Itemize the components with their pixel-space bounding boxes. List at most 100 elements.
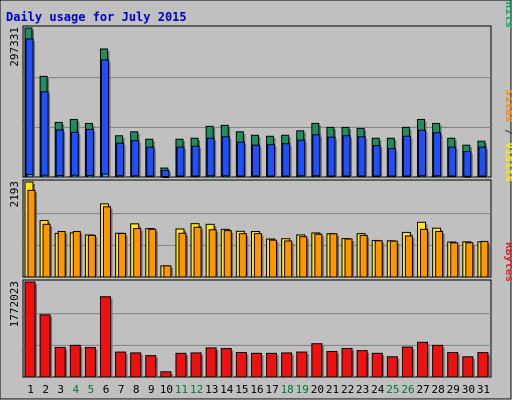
files-bar-day-18-fill xyxy=(283,144,290,177)
files-bar-day-9 xyxy=(147,147,156,177)
pages-bar-day-29-fill xyxy=(450,176,456,177)
files-bar-day-19 xyxy=(298,140,307,177)
files-bar-day-1-fill xyxy=(26,39,33,177)
sites-bar-day-10-fill xyxy=(164,266,171,277)
files-bar-day-25 xyxy=(388,149,397,177)
sites-bar-day-12-fill xyxy=(194,227,201,277)
x-tick-label-day-12: 12 xyxy=(190,383,203,396)
sites-bar-day-24 xyxy=(375,241,384,277)
sites-bar-day-6-fill xyxy=(103,207,110,277)
x-tick-label-day-31: 31 xyxy=(477,383,490,396)
files-bar-day-30 xyxy=(464,152,473,177)
files-bar-day-23-fill xyxy=(358,137,365,177)
kbytes-bar-day-31 xyxy=(478,353,490,377)
files-bar-day-7-fill xyxy=(117,143,124,177)
files-bar-day-16-fill xyxy=(252,145,259,177)
sites-bar-day-18-fill xyxy=(285,241,292,277)
x-tick-label-day-30: 30 xyxy=(462,383,475,396)
kbytes-bar-day-1 xyxy=(25,282,37,377)
pages-bar-day-17-fill xyxy=(269,176,275,177)
sites-bar-day-7 xyxy=(119,233,128,277)
kbytes-bar-day-5-fill xyxy=(85,348,95,377)
files-bar-day-3-fill xyxy=(56,130,63,177)
kbytes-bar-day-23-fill xyxy=(357,351,367,377)
kbytes-bar-day-29 xyxy=(448,353,460,377)
files-bar-day-26-fill xyxy=(403,136,410,177)
sites-bar-day-17 xyxy=(270,240,279,277)
files-bar-day-21-fill xyxy=(328,137,335,177)
x-tick-label-day-7: 7 xyxy=(118,383,125,396)
files-bar-day-15-fill xyxy=(237,142,244,177)
kbytes-bar-day-15-fill xyxy=(236,352,246,377)
sites-bar-day-26-fill xyxy=(405,236,412,277)
pages-bar-day-13 xyxy=(208,176,214,177)
files-bar-day-8 xyxy=(132,141,141,177)
x-tick-label-day-10: 10 xyxy=(160,383,173,396)
kbytes-bar-day-8 xyxy=(131,353,143,377)
kbytes-bar-day-11 xyxy=(176,353,188,377)
sites-bar-day-28 xyxy=(436,232,445,277)
x-tick-label-day-1: 1 xyxy=(27,383,34,396)
sites-bar-day-28-fill xyxy=(436,232,443,277)
sites-bar-day-12 xyxy=(194,227,203,277)
kbytes-bar-day-4 xyxy=(70,345,82,377)
pages-bar-day-5 xyxy=(87,176,93,177)
sites-bar-day-9-fill xyxy=(149,229,156,277)
panel-mid-max-label: 2193 xyxy=(8,181,21,208)
pages-bar-day-18-fill xyxy=(284,176,290,177)
sites-bar-day-7-fill xyxy=(119,233,126,277)
sites-bar-day-17-fill xyxy=(270,240,277,277)
files-bar-day-29-fill xyxy=(449,147,456,177)
files-bar-day-8-fill xyxy=(132,141,139,177)
x-tick-label-day-27: 27 xyxy=(416,383,429,396)
sites-bar-day-19 xyxy=(300,237,309,277)
sites-bar-day-13-fill xyxy=(209,230,216,277)
files-bar-day-2-fill xyxy=(41,92,48,177)
pages-bar-day-25 xyxy=(389,176,395,177)
x-tick-label-day-6: 6 xyxy=(103,383,110,396)
pages-bar-day-30 xyxy=(465,176,471,177)
files-bar-day-21 xyxy=(328,137,337,177)
files-bar-day-4-fill xyxy=(71,132,78,177)
sites-bar-day-31-fill xyxy=(481,241,488,277)
sites-bar-day-29-fill xyxy=(451,243,458,277)
pages-bar-day-9-fill xyxy=(148,176,154,177)
sites-bar-day-13 xyxy=(209,230,218,277)
kbytes-bar-day-21-fill xyxy=(327,351,337,377)
panel-mid-legend: Sites / Visits xyxy=(503,89,512,182)
files-bar-day-11 xyxy=(177,147,186,177)
pages-bar-day-7-fill xyxy=(118,176,124,177)
kbytes-bar-day-31-fill xyxy=(478,353,488,377)
pages-bar-day-16-fill xyxy=(253,176,259,177)
kbytes-bar-day-15 xyxy=(236,352,248,377)
kbytes-bar-day-13 xyxy=(206,348,218,377)
sites-bar-day-25 xyxy=(390,241,399,277)
x-tick-label-day-14: 14 xyxy=(220,383,234,396)
pages-bar-day-16 xyxy=(253,176,259,177)
kbytes-bar-day-19-fill xyxy=(297,352,307,377)
kbytes-bar-day-3-fill xyxy=(55,347,65,377)
files-bar-day-16 xyxy=(252,145,261,177)
kbytes-bar-day-29-fill xyxy=(448,353,458,377)
files-bar-day-29 xyxy=(449,147,458,177)
files-bar-day-12-fill xyxy=(192,146,199,177)
sites-bar-day-11-fill xyxy=(179,233,186,277)
pages-bar-day-9 xyxy=(148,176,154,177)
x-tick-label-day-24: 24 xyxy=(371,383,385,396)
kbytes-bar-day-14-fill xyxy=(221,349,231,377)
pages-bar-day-25-fill xyxy=(389,176,395,177)
pages-bar-day-19-fill xyxy=(299,176,305,177)
sites-bar-day-11 xyxy=(179,233,188,277)
pages-bar-day-27 xyxy=(420,176,426,177)
pages-bar-day-2-fill xyxy=(42,175,48,177)
x-tick-label-day-22: 22 xyxy=(341,383,354,396)
pages-bar-day-27-fill xyxy=(420,176,426,177)
kbytes-bar-day-10-fill xyxy=(161,372,171,377)
files-bar-day-6 xyxy=(101,60,110,177)
pages-bar-day-12-fill xyxy=(193,176,199,177)
x-tick-label-day-17: 17 xyxy=(265,383,278,396)
kbytes-bar-day-11-fill xyxy=(176,353,186,377)
kbytes-bar-day-30-fill xyxy=(463,357,473,377)
pages-bar-day-11-fill xyxy=(178,176,184,177)
